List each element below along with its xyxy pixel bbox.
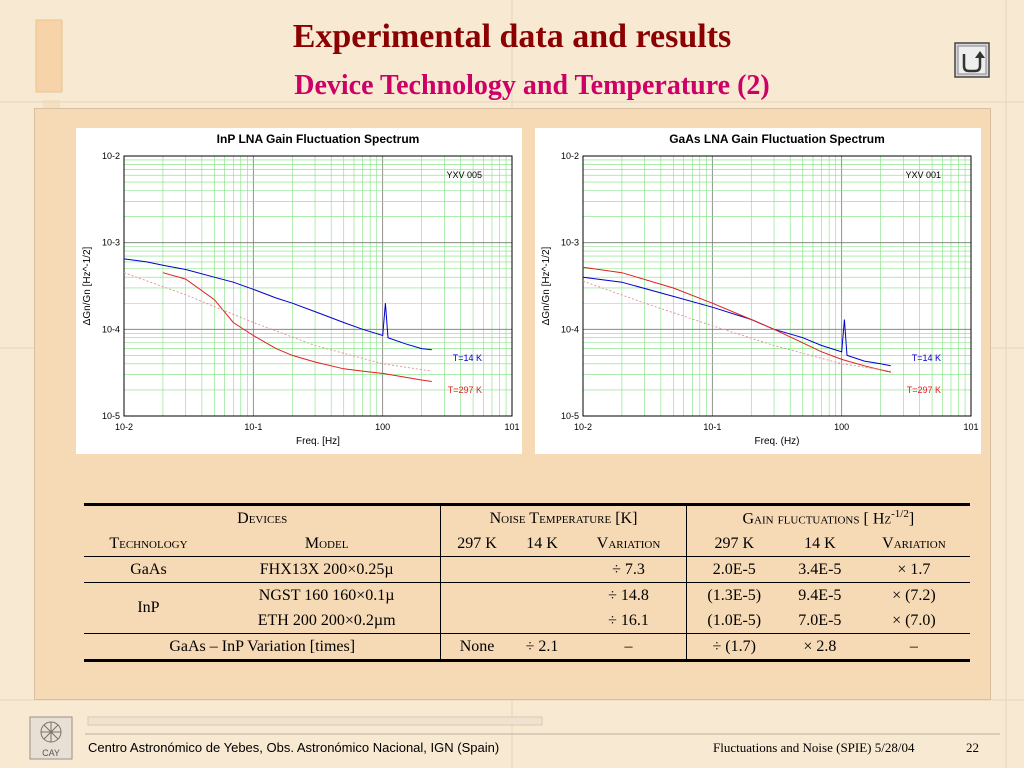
cell-gain-14k: 9.4E-5: [781, 582, 858, 608]
chart-annotation: YXV 005: [446, 170, 482, 180]
cell-gain-297k: ÷ (1.7): [685, 633, 782, 662]
header-noise-variation: Variation: [596, 534, 661, 552]
cell-noise-variation: –: [571, 633, 687, 662]
cell-noise-variation: ÷ 14.8: [571, 582, 687, 608]
x-tick-label: 100: [375, 422, 390, 432]
y-tick-label: 10-5: [102, 411, 120, 421]
header-gain-297k: 297 K: [685, 531, 782, 557]
gaas-gain-chart: GaAs LNA Gain Fluctuation Spectrum 10-2 10…: [535, 128, 981, 454]
u-turn-return-icon: [962, 51, 985, 73]
series-line: [582, 266, 891, 373]
series-line: [582, 276, 891, 367]
header-devices: Devices: [84, 503, 441, 531]
x-tick-label: 101: [504, 422, 519, 432]
cell-gain-14k: 7.0E-5: [798, 611, 842, 629]
table-row: GaAs – InP Variation [times] None ÷ 2.1 …: [84, 633, 970, 662]
legend-label: T=14 K: [453, 353, 482, 363]
y-axis-label: ΔGn/Gn [Hz^-1/2]: [541, 246, 552, 325]
chart-frame: [582, 155, 972, 417]
cell-gain-14k: × 2.8: [781, 633, 858, 662]
series-line: [582, 280, 891, 372]
inp-gain-chart: InP LNA Gain Fluctuation Spectrum 10-2 10-…: [76, 128, 522, 454]
cell-gain-297k: (1.0E-5): [685, 608, 782, 634]
header-noise-14k: 14 K: [526, 534, 558, 552]
footer-institution: Centro Astronómico de Yebes, Obs. Astron…: [88, 740, 500, 755]
cell-gain-variation: × 1.7: [857, 556, 970, 583]
chart-title: InP LNA Gain Fluctuation Spectrum: [217, 132, 420, 146]
table-row: InP NGST 160 160×0.1µ ÷ 14.8 (1.3E-5) 9.…: [84, 582, 970, 634]
header-noise-temperature: Noise Temperature [K]: [440, 503, 687, 531]
slide-title: Experimental data and results: [292, 18, 732, 55]
header-gain-fluctuations: Gain fluctuations [ Hz-1/2]: [685, 503, 970, 531]
cell-gain-variation: × (7.0): [892, 611, 936, 629]
x-tick-label: 10-1: [244, 422, 262, 432]
x-tick-label: 100: [834, 422, 849, 432]
legend-label: T=297 K: [448, 385, 482, 395]
chart-grid: [123, 156, 512, 417]
cell-noise-variation: ÷ 7.3: [571, 556, 687, 583]
cell-tech: GaAs: [84, 556, 213, 583]
table-row: ETH 200 200×0.2µm ÷ 16.1 (1.0E-5) 7.0E-5…: [84, 608, 970, 634]
y-tick-label: 10-4: [102, 324, 120, 334]
x-axis-label: Freq. (Hz): [755, 436, 800, 447]
chart-grid: [582, 156, 971, 417]
footer-conference: Fluctuations and Noise (SPIE) 5/28/04: [713, 740, 915, 755]
header-gain-14k: 14 K: [804, 534, 836, 552]
slide-subtitle: Device Technology and Temperature (2): [294, 70, 770, 101]
chart-annotation: YXV 001: [905, 170, 941, 180]
header-noise-297k: 297 K: [440, 531, 513, 557]
cell-noise-297k: None: [440, 633, 513, 662]
x-axis-label: Freq. [Hz]: [296, 436, 340, 447]
x-tick-label: 10-1: [703, 422, 721, 432]
x-tick-label: 101: [963, 422, 978, 432]
cell-gain-297k: (1.3E-5): [685, 582, 782, 608]
svg-text:CAY: CAY: [42, 748, 60, 758]
cell-tech: InP: [84, 582, 213, 634]
y-tick-label: 10-5: [561, 411, 579, 421]
cell-model: ETH 200 200×0.2µm: [257, 611, 396, 629]
cell-gain-14k: 3.4E-5: [781, 556, 858, 583]
cell-variation-label: GaAs – InP Variation [times]: [84, 633, 441, 662]
chart-title: GaAs LNA Gain Fluctuation Spectrum: [669, 132, 885, 146]
x-tick-label: 10-2: [574, 422, 592, 432]
cell-gain-variation: –: [857, 633, 970, 662]
cell-model: FHX13X 200×0.25µ: [212, 556, 441, 583]
return-button[interactable]: [954, 42, 990, 78]
y-tick-label: 10-4: [561, 324, 579, 334]
x-tick-label: 10-2: [115, 422, 133, 432]
y-tick-label: 10-2: [102, 151, 120, 161]
table-row: GaAs FHX13X 200×0.25µ ÷ 7.3 2.0E-5 3.4E-…: [84, 556, 970, 583]
cell-gain-297k: 2.0E-5: [685, 556, 782, 583]
legend-label: T=14 K: [912, 353, 941, 363]
results-table: Devices Noise Temperature [K] Gain fluct…: [84, 503, 970, 662]
header-model: Model: [304, 534, 349, 552]
cay-logo-icon: CAY: [29, 716, 73, 760]
cell-noise-variation: ÷ 16.1: [608, 611, 649, 629]
series-line: [162, 272, 432, 382]
cell-noise-14k: ÷ 2.1: [512, 633, 572, 662]
header-technology: Technology: [109, 534, 188, 552]
y-tick-label: 10-3: [561, 238, 579, 248]
footer-page-number: 22: [966, 740, 979, 755]
cell-model: NGST 160 160×0.1µ: [212, 582, 441, 608]
series-line: [123, 258, 432, 351]
y-tick-label: 10-3: [102, 238, 120, 248]
series-line: [123, 272, 432, 372]
chart-frame: [123, 155, 513, 417]
y-tick-label: 10-2: [561, 151, 579, 161]
legend-label: T=297 K: [907, 385, 941, 395]
cell-gain-variation: × (7.2): [857, 582, 970, 608]
header-gain-variation: Variation: [882, 534, 946, 552]
y-axis-label: ΔGn/Gn [Hz^-1/2]: [82, 246, 93, 325]
